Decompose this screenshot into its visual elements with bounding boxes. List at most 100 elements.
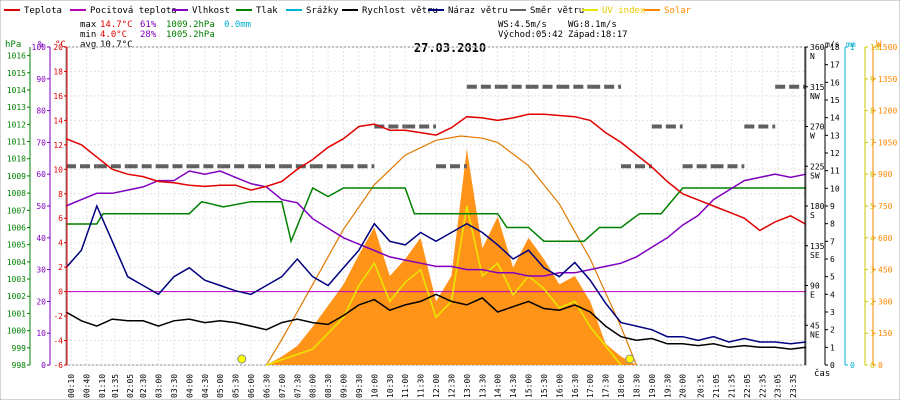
axis-hpa-label: 1001	[7, 309, 26, 318]
axis-degc-label: 20	[53, 43, 63, 52]
axis-pct-label: 0	[41, 361, 46, 370]
axis-pct-label: 50	[36, 202, 46, 211]
x-tick-label: 12:30	[447, 374, 456, 398]
pressure-line	[66, 186, 806, 244]
stat-ws: WS:4.5m/s	[498, 20, 547, 30]
axis-w-label: 600	[878, 234, 893, 243]
axis-hpa-label: 1016	[7, 52, 26, 61]
x-tick-label: 18:00	[617, 374, 626, 398]
x-tick-label: 14:00	[494, 374, 503, 398]
axis-hpa-label: 1007	[7, 206, 26, 215]
axis-pct-label: 10	[36, 329, 46, 338]
axis-uv-label: 0	[870, 361, 875, 370]
axis-ms-label: 17	[830, 61, 840, 70]
axis-pct-label: 20	[36, 297, 46, 306]
axis-hpa-label: 1015	[7, 69, 26, 78]
axis-degc-label: 16	[53, 92, 63, 101]
x-tick-label: 05:00	[216, 374, 225, 398]
sunrise-marker	[237, 354, 247, 364]
axis-pct-label: 100	[32, 43, 47, 52]
axis-title-pct: %	[38, 40, 44, 50]
axis-hpa-label: 1005	[7, 241, 26, 250]
x-tick-label: 10:00	[370, 374, 379, 398]
solar-area	[266, 148, 637, 365]
axis-degc-label: 12	[53, 141, 63, 150]
stat-wg: WG:8.1m/s	[568, 20, 617, 30]
axis-degc-label: 6	[58, 214, 63, 223]
axis-w-label: 1050	[878, 138, 897, 147]
axis-deg-label: 225	[810, 162, 825, 171]
x-tick-label: 21:35	[727, 374, 736, 398]
humidity-line	[65, 170, 807, 277]
legend: Teplota Pocitová teplota Vlhkost Tlak Sr…	[4, 6, 692, 16]
stat-max-temp: 14.7°C	[100, 20, 133, 30]
temperature-line	[65, 113, 807, 232]
wind-gust-line	[65, 203, 807, 345]
stat-avg-label: avg	[80, 40, 96, 50]
axis-degc-label: -2	[53, 312, 63, 321]
axis-degc-label: 4	[58, 239, 63, 248]
axes-layer: 00:10 00:40 01:10 01:35 02:05 02:30 03:00 03:30…	[7, 43, 898, 398]
legend-humidity: Vlhkost	[192, 6, 230, 16]
axis-hpa-label: 998	[12, 361, 27, 370]
x-tick-label: 10:30	[386, 374, 395, 398]
x-tick-label: 21:05	[712, 374, 721, 398]
axis-ms-label: 0	[830, 361, 835, 370]
axis-ms-label: 3	[830, 308, 835, 317]
x-tick-label: 23:35	[789, 374, 798, 398]
stat-min-label: min	[80, 30, 96, 40]
axis-ms-label: 7	[830, 237, 835, 246]
axis-degc-label: 2	[58, 263, 63, 272]
axis-deg-label: SE	[810, 251, 820, 260]
x-tick-label: 16:00	[555, 374, 564, 398]
x-tick-label: 00:40	[83, 374, 92, 398]
axis-w-label: 150	[878, 329, 893, 338]
x-tick-label: 04:30	[201, 374, 210, 398]
axis-pct-label: 90	[36, 75, 46, 84]
axis-w-label: 1350	[878, 75, 897, 84]
sunset-marker	[625, 354, 635, 364]
axis-ms-label: 11	[830, 167, 840, 176]
x-tick-label: 01:35	[111, 374, 120, 398]
x-tick-label: 06:00	[247, 374, 256, 398]
axis-hpa-label: 1003	[7, 275, 26, 284]
axis-w-label: 900	[878, 170, 893, 179]
axis-hpa-label: 999	[12, 344, 27, 353]
axis-deg-label: 180	[810, 202, 825, 211]
axis-ms-label: 4	[830, 290, 835, 299]
x-tick-label: 00:10	[67, 374, 76, 398]
x-tick-label: 04:00	[185, 374, 194, 398]
axis-hpa-label: 1009	[7, 172, 26, 181]
legend-temp: Teplota	[24, 6, 62, 16]
x-tick-label: 03:00	[155, 374, 164, 398]
axis-hpa-label: 1006	[7, 223, 26, 232]
x-tick-label: 11:00	[401, 374, 410, 398]
axis-pct-label: 60	[36, 170, 46, 179]
axis-deg-label: 315	[810, 83, 825, 92]
axis-ms-label: 14	[830, 114, 840, 123]
axis-ms-label: 10	[830, 184, 840, 193]
stat-min-press: 1005.2hPa	[166, 30, 215, 40]
axis-ms-label: 6	[830, 255, 835, 264]
legend-feels: Pocitová teplota	[90, 6, 177, 16]
x-tick-label: 15:30	[540, 374, 549, 398]
legend-wind-dir: Směr větru	[530, 6, 584, 16]
axis-w-label: 300	[878, 297, 893, 306]
x-tick-label: 16:30	[571, 374, 580, 398]
axis-hpa-label: 1000	[7, 327, 26, 336]
x-tick-label: 13:30	[478, 374, 487, 398]
x-tick-label: 07:00	[278, 374, 287, 398]
x-tick-label: 02:05	[126, 374, 135, 398]
x-tick-label: 09:00	[340, 374, 349, 398]
stat-min-temp: 4.0°C	[100, 30, 127, 40]
axis-deg-label: S	[810, 211, 815, 220]
axis-title-ms: m/s	[825, 40, 840, 49]
x-tick-label: 05:30	[232, 374, 241, 398]
axis-degc-label: 10	[53, 165, 63, 174]
axis-hpa-label: 1013	[7, 103, 26, 112]
axis-ms-label: 13	[830, 131, 840, 140]
stat-max-press: 1009.2hPa	[166, 20, 215, 30]
axis-pct-label: 30	[36, 266, 46, 275]
stat-rain: 0.0mm	[224, 20, 251, 30]
